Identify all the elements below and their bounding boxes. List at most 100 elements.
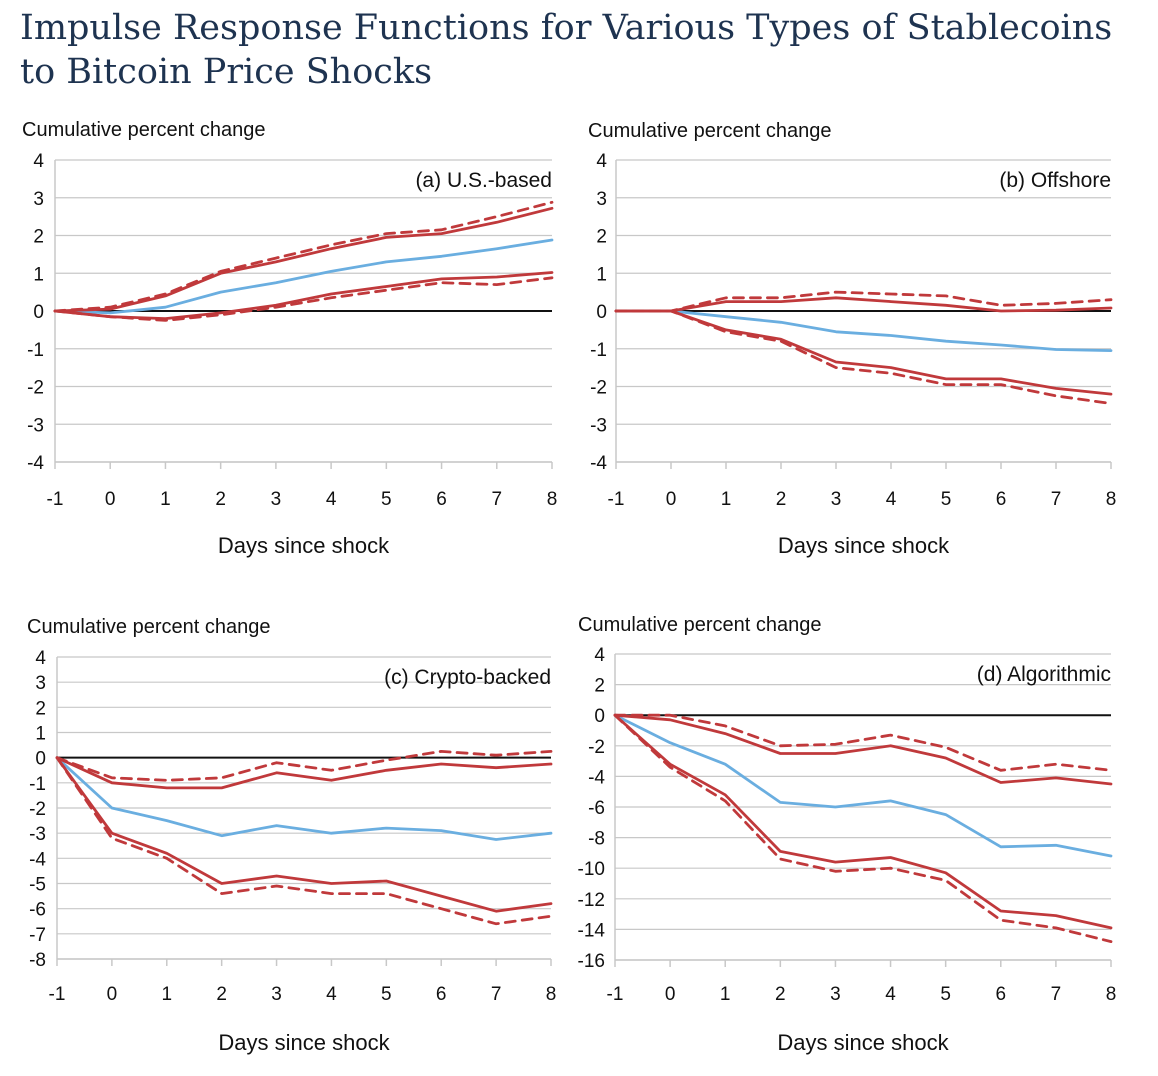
x-tick-label: 3 (831, 489, 842, 510)
x-tick-label: 1 (720, 984, 731, 1005)
y-tick-label: -8 (588, 829, 605, 850)
y-axis-label: Cumulative percent change (578, 614, 821, 636)
y-tick-label: -16 (578, 951, 605, 972)
x-axis-label: Days since shock (218, 1030, 390, 1055)
y-tick-label: 2 (594, 676, 605, 697)
y-tick-label: 4 (33, 151, 44, 172)
x-axis-label: Days since shock (777, 1030, 949, 1055)
y-tick-label: 2 (596, 227, 607, 248)
x-tick-label: 5 (381, 984, 392, 1005)
chart-title: Impulse Response Functions for Various T… (20, 6, 1140, 94)
x-tick-label: 6 (996, 489, 1007, 510)
series-line-band (53, 271, 554, 321)
x-tick-label: 4 (326, 489, 337, 510)
x-tick-label: 6 (436, 984, 447, 1005)
series-line-band (614, 309, 1113, 396)
x-tick-label: -1 (49, 984, 66, 1005)
y-tick-label: -8 (29, 950, 46, 971)
y-axis-label: Cumulative percent change (588, 120, 831, 142)
chart-panel-2: Cumulative percent change43210-1-2-3-4-1… (588, 120, 1116, 558)
series-line-band-dashed (614, 309, 1113, 405)
y-tick-label: -3 (590, 415, 607, 436)
series-line-band (613, 713, 1113, 786)
x-tick-label: 2 (215, 489, 226, 510)
panel-label: (b) Offshore (999, 169, 1111, 192)
x-tick-label: 6 (995, 984, 1006, 1005)
x-tick-label: 1 (160, 489, 171, 510)
x-tick-label: 5 (381, 489, 392, 510)
x-tick-label: 8 (547, 489, 558, 510)
x-tick-label: 2 (216, 984, 227, 1005)
y-tick-label: -14 (578, 920, 606, 941)
x-tick-label: 0 (107, 984, 118, 1005)
y-tick-label: 4 (35, 648, 46, 669)
y-tick-label: -10 (578, 859, 605, 880)
series-line-band (53, 206, 554, 313)
series-line-band-dashed (53, 200, 554, 313)
series-line-estimate (53, 238, 554, 315)
x-tick-label: 7 (491, 984, 502, 1005)
panel-label: (d) Algorithmic (977, 663, 1111, 686)
y-tick-label: -2 (27, 378, 44, 399)
series-line-band (55, 756, 553, 790)
y-tick-label: 3 (33, 189, 44, 210)
y-tick-label: -2 (590, 378, 607, 399)
chart-panel-1: Cumulative percent change43210-1-2-3-4-1… (22, 119, 557, 558)
y-tick-label: 1 (596, 264, 607, 285)
y-tick-label: -4 (27, 453, 44, 474)
y-tick-label: 0 (596, 302, 607, 323)
x-tick-label: 4 (326, 984, 337, 1005)
x-tick-label: 5 (941, 489, 952, 510)
y-tick-label: 0 (594, 706, 605, 727)
y-tick-label: 3 (35, 673, 46, 694)
y-tick-label: 1 (35, 724, 46, 745)
y-tick-label: -4 (588, 767, 605, 788)
x-tick-label: 8 (546, 984, 557, 1005)
y-tick-label: -6 (29, 900, 46, 921)
x-tick-label: 7 (1051, 984, 1062, 1005)
y-tick-label: -4 (29, 849, 46, 870)
series-line-band-dashed (55, 756, 553, 926)
x-tick-label: 0 (105, 489, 116, 510)
x-axis-label: Days since shock (778, 533, 950, 558)
x-tick-label: 1 (161, 984, 172, 1005)
y-tick-label: 2 (33, 227, 44, 248)
y-tick-label: 1 (33, 264, 44, 285)
y-tick-label: 0 (35, 749, 46, 770)
chart-title-line-1: Impulse Response Functions for Various T… (20, 8, 1113, 48)
x-tick-label: 0 (665, 984, 676, 1005)
x-tick-label: 2 (776, 489, 787, 510)
y-tick-label: -3 (29, 824, 46, 845)
y-tick-label: -1 (590, 340, 607, 361)
x-tick-label: 4 (885, 984, 896, 1005)
x-tick-label: -1 (608, 489, 625, 510)
y-tick-label: -3 (27, 415, 44, 436)
series-line-band-dashed (614, 290, 1113, 313)
y-tick-label: -7 (29, 925, 46, 946)
series-line-estimate (55, 756, 553, 841)
y-tick-label: 2 (35, 698, 46, 719)
y-tick-label: -2 (29, 799, 46, 820)
series-line-band-dashed (55, 750, 553, 782)
y-tick-label: 4 (594, 645, 605, 666)
series-line-band (55, 756, 553, 913)
x-tick-label: 3 (830, 984, 841, 1005)
chart-title-line-2: to Bitcoin Price Shocks (20, 52, 433, 92)
y-tick-label: -12 (578, 890, 605, 911)
y-tick-label: -1 (29, 774, 46, 795)
x-axis-label: Days since shock (218, 533, 390, 558)
y-tick-label: -2 (588, 737, 605, 758)
x-tick-label: 2 (775, 984, 786, 1005)
y-tick-label: 3 (596, 189, 607, 210)
x-tick-label: 0 (666, 489, 677, 510)
y-axis-label: Cumulative percent change (27, 616, 270, 638)
series-line-band-dashed (613, 713, 1113, 943)
x-tick-label: -1 (607, 984, 624, 1005)
panel-label: (a) U.S.-based (415, 169, 552, 192)
series-line-estimate (614, 309, 1113, 353)
y-tick-label: 0 (33, 302, 44, 323)
y-tick-label: -5 (29, 875, 46, 896)
series-line-band-dashed (613, 713, 1113, 772)
y-tick-label: -6 (588, 798, 605, 819)
